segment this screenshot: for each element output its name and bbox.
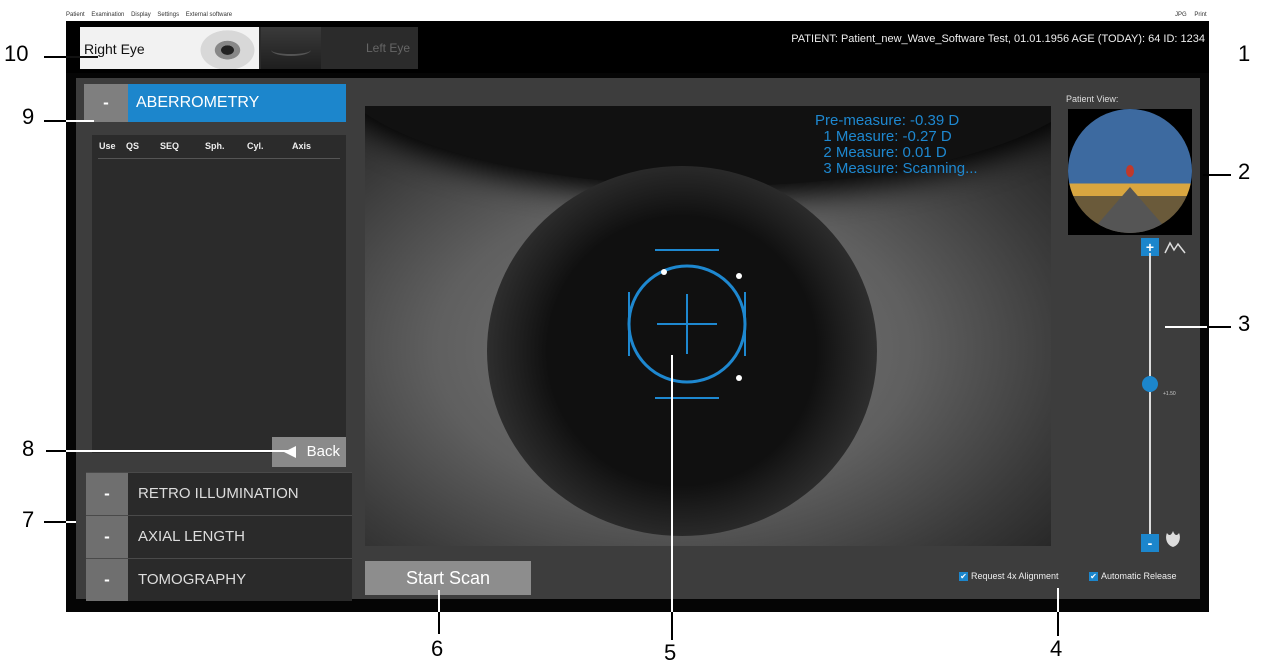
pre-measure: Pre-measure: -0.39 D — [815, 112, 960, 129]
top-panel: Right Eye Left Eye PATIENT: Patient_new_… — [66, 21, 1209, 73]
callout-line-6b — [438, 612, 440, 634]
left-panel: - ABERROMETRY Use QS SEQ Sph. Cyl. Axis … — [76, 78, 352, 601]
focus-plus-button[interactable]: + — [1141, 238, 1159, 256]
callout-line-9b — [66, 120, 94, 122]
closed-eye-icon[interactable] — [261, 27, 321, 69]
fixation-target — [1068, 109, 1192, 233]
callout-2: 2 — [1238, 159, 1251, 184]
retro-illumination-label: RETRO ILLUMINATION — [138, 485, 299, 502]
callout-line-7a — [44, 521, 66, 523]
app-window: Right Eye Left Eye PATIENT: Patient_new_… — [66, 21, 1209, 612]
callout-line-10a — [44, 56, 66, 58]
callout-line-3a — [1165, 326, 1207, 328]
road — [1090, 187, 1170, 233]
col-cyl: Cyl. — [247, 141, 264, 151]
open-eye-icon[interactable] — [196, 27, 259, 69]
callout-line-3b — [1207, 326, 1231, 328]
back-button[interactable]: Back — [272, 437, 346, 467]
alignment-reticle — [627, 249, 747, 399]
table-divider — [98, 158, 340, 159]
menu-right: JPG Print — [1169, 12, 1207, 18]
measure-3: 3 Measure: Scanning... — [815, 160, 978, 177]
callout-line-5b — [671, 612, 673, 640]
callout-line-9a — [44, 120, 66, 122]
callout-5: 5 — [664, 640, 677, 665]
back-label: Back — [306, 443, 340, 460]
focus-minus-button[interactable]: - — [1141, 534, 1159, 552]
callout-line-8b — [66, 450, 288, 452]
menu-display[interactable]: Display — [131, 12, 151, 18]
aberrometry-header: - ABERROMETRY — [84, 84, 346, 122]
section-axial-length[interactable]: - AXIAL LENGTH — [86, 515, 352, 558]
menu-print[interactable]: Print — [1194, 12, 1207, 18]
left-eye-tab[interactable]: Left Eye — [365, 41, 410, 55]
back-arrow-icon — [284, 446, 296, 458]
callout-7: 7 — [22, 507, 35, 532]
patient-view-label: Patient View: — [1066, 94, 1119, 104]
menu-settings[interactable]: Settings — [157, 12, 180, 18]
callout-10: 10 — [4, 41, 29, 66]
section-retro-illumination[interactable]: - RETRO ILLUMINATION — [86, 472, 352, 515]
iris — [487, 166, 877, 536]
request-alignment-option[interactable]: ✔ Request 4x Alignment — [959, 571, 1059, 582]
callout-line-4b — [1057, 612, 1059, 636]
focus-slider-value: +1.50 — [1163, 391, 1176, 397]
request-alignment-checkbox[interactable]: ✔ — [959, 572, 968, 582]
automatic-release-checkbox[interactable]: ✔ — [1089, 572, 1098, 582]
balloon — [1126, 165, 1134, 177]
callout-line-1 — [1212, 56, 1232, 58]
callout-6: 6 — [431, 636, 444, 661]
tomo-collapse-button[interactable]: - — [86, 559, 128, 601]
retro-collapse-button[interactable]: - — [86, 473, 128, 515]
right-eye-label: Right Eye — [84, 41, 145, 57]
col-seq: SEQ — [160, 141, 180, 151]
section-tomography[interactable]: - TOMOGRAPHY — [86, 558, 352, 601]
menu-left: Patient Examination Display Settings Ext… — [66, 12, 237, 18]
automatic-release-label: Automatic Release — [1101, 571, 1177, 581]
callout-line-10b — [66, 56, 98, 58]
axial-length-label: AXIAL LENGTH — [138, 528, 245, 545]
callout-3: 3 — [1238, 311, 1251, 336]
main-panel: - ABERROMETRY Use QS SEQ Sph. Cyl. Axis … — [76, 78, 1200, 601]
aberrometry-collapse-button[interactable]: - — [84, 84, 128, 122]
patient-info: PATIENT: Patient_new_Wave_Software Test,… — [791, 33, 1205, 45]
menu-examination[interactable]: Examination — [91, 12, 125, 18]
aberrometry-tab[interactable]: ABERROMETRY — [128, 84, 346, 122]
col-use: Use — [99, 141, 116, 151]
measure-2: 2 Measure: 0.01 D — [815, 144, 947, 161]
mountain-icon — [1164, 241, 1186, 254]
callout-8: 8 — [22, 436, 35, 461]
axial-collapse-button[interactable]: - — [86, 516, 128, 558]
focus-slider-track[interactable] — [1149, 253, 1151, 541]
tomography-label: TOMOGRAPHY — [138, 571, 247, 588]
callout-4: 4 — [1050, 636, 1063, 661]
callout-line-7b — [66, 521, 76, 523]
callout-9: 9 — [22, 104, 35, 129]
callout-1: 1 — [1238, 41, 1251, 66]
col-axis: Axis — [292, 141, 312, 151]
menu-external-software[interactable]: External software — [185, 12, 233, 18]
callout-line-8a — [46, 450, 66, 452]
callout-line-2 — [1203, 174, 1231, 176]
right-eye-tab[interactable]: Right Eye — [80, 27, 199, 69]
request-alignment-label: Request 4x Alignment — [971, 571, 1059, 581]
callout-line-5a — [671, 355, 673, 612]
col-sph: Sph. — [205, 141, 225, 151]
menu-bar: Patient Examination Display Settings Ext… — [0, 0, 1267, 20]
eye-camera-view: Pre-measure: -0.39 D 1 Measure: -0.27 D … — [365, 106, 1051, 546]
menu-patient[interactable]: Patient — [66, 12, 85, 18]
flower-icon — [1166, 531, 1180, 547]
measurement-readout: Pre-measure: -0.39 D 1 Measure: -0.27 D … — [815, 113, 978, 177]
eye-selector: Right Eye Left Eye — [80, 27, 418, 69]
menu-jpg[interactable]: JPG — [1175, 12, 1187, 18]
col-qs: QS — [126, 141, 140, 151]
automatic-release-option[interactable]: ✔ Automatic Release — [1089, 571, 1177, 582]
aberrometry-table: Use QS SEQ Sph. Cyl. Axis — [92, 135, 346, 453]
callout-line-4a — [1057, 588, 1059, 612]
focus-slider-handle[interactable] — [1142, 376, 1158, 392]
measure-1: 1 Measure: -0.27 D — [815, 128, 952, 145]
callout-line-6a — [438, 590, 440, 612]
start-scan-button[interactable]: Start Scan — [365, 561, 531, 595]
patient-view — [1068, 109, 1192, 235]
